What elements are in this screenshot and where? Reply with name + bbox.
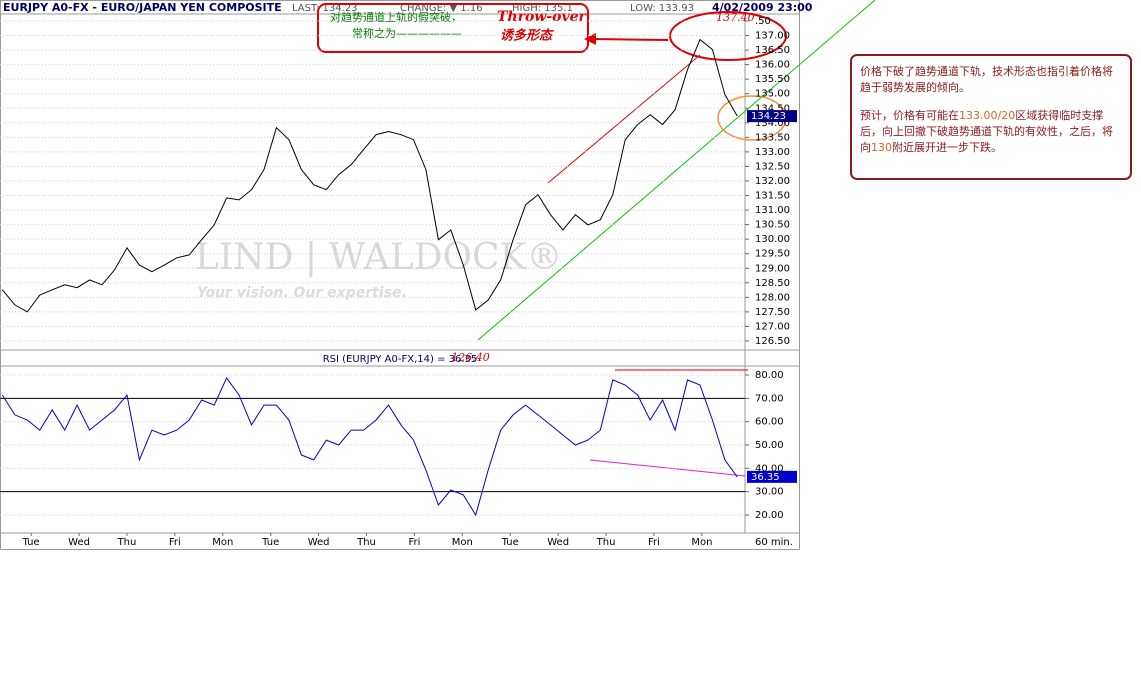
watermark-brand: LIND | WALDOCK® — [195, 237, 562, 278]
high: HIGH: 135.1 — [512, 3, 573, 14]
x-tick-label: Tue — [261, 537, 279, 548]
y-tick-label: 133.50 — [755, 132, 790, 143]
x-tick-label: Thu — [596, 537, 616, 548]
arrow-line — [591, 38, 669, 41]
y-tick-label: 131.50 — [755, 191, 790, 202]
y-tick-label: 50.00 — [755, 440, 784, 451]
last: LAST: 134.23 — [292, 3, 358, 14]
x-tick-label: Tue — [501, 537, 519, 548]
note-level: 133.00/20 — [959, 109, 1016, 122]
series-line — [1, 377, 738, 517]
x-tick-label: Wed — [547, 537, 569, 548]
x-tick-label: Thu — [356, 537, 376, 548]
note-paragraph: 价格下破了趋势通道下轨，技术形态也指引着价格将趋于弱势发展的倾向。 — [860, 65, 1113, 94]
extreme-label: 126.40 — [451, 351, 490, 364]
watermark-slogan: Your vision. Our expertise. — [197, 285, 407, 301]
y-tick-label: 129.00 — [755, 263, 790, 274]
x-tick-label: Fri — [169, 537, 181, 548]
y-tick-label: 136.00 — [755, 60, 790, 71]
y-tick-label: 134.00 — [755, 118, 790, 129]
y-tick-label: 136.50 — [755, 45, 790, 56]
x-tick-label: Wed — [68, 537, 90, 548]
y-tick-label: 135.50 — [755, 74, 790, 85]
x-tick-label: Tue — [22, 537, 40, 548]
y-tick-label: 70.00 — [755, 393, 784, 404]
x-tick-label: Fri — [408, 537, 420, 548]
y-tick-label: 30.00 — [755, 487, 784, 498]
y-tick-label: 128.50 — [755, 278, 790, 289]
y-tick-label: 132.50 — [755, 161, 790, 172]
note-text: 预计，价格有可能在 — [860, 109, 959, 122]
y-tick-label: 40.00 — [755, 463, 784, 474]
y-tick-label: 134.50 — [755, 103, 790, 114]
callout-line1: 对趋势通道上轨的假突破， — [330, 10, 462, 24]
callout-en: Throw-over — [497, 9, 588, 25]
panel-title: RSI (EURJPY A0-FX,14) = 36.35 — [323, 354, 478, 365]
y-tick-label: 133.00 — [755, 147, 790, 158]
current-tag — [747, 110, 797, 123]
x-tick-label: Mon — [691, 537, 712, 548]
y-tick-label: 126.50 — [755, 336, 790, 347]
current-value: 36.35 — [751, 472, 780, 483]
y-tick-label: 129.50 — [755, 249, 790, 260]
y-tick-label: 127.50 — [755, 307, 790, 318]
series-line — [2, 38, 738, 313]
note-paragraph: 预计，价格有可能在133.00/20区域获得临时支撑后，向上回撤下破趋势通道下轨… — [860, 108, 1122, 156]
callout-cn: 诱多形态 — [500, 28, 554, 44]
extreme-label: 137.40 — [716, 11, 755, 24]
callout-line2: 常称之为—————— — [352, 26, 462, 40]
callout-box — [317, 3, 589, 53]
low: LOW: 133.93 — [630, 3, 694, 14]
y-tick-label: 60.00 — [755, 417, 784, 428]
x-tick-label: Mon — [452, 537, 473, 548]
x-tick-label: Thu — [117, 537, 137, 548]
y-tick-label: 128.00 — [755, 292, 790, 303]
x-tick-label: Fri — [648, 537, 660, 548]
y-tick-label: 20.00 — [755, 510, 784, 521]
symbol: EURJPY A0-FX - EURO/JAPAN YEN COMPOSITE — [3, 1, 282, 14]
y-tick-label: 131.00 — [755, 205, 790, 216]
current-tag — [747, 470, 797, 483]
x-tick-label: Wed — [308, 537, 330, 548]
datetime: 4/02/2009 23:00 — [712, 1, 813, 14]
note-level: 130 — [871, 141, 892, 154]
y-tick-label: 127.00 — [755, 321, 790, 332]
y-tick-label: 130.00 — [755, 234, 790, 245]
current-value: 134.23 — [751, 111, 786, 122]
y-tick-label: 132.00 — [755, 176, 790, 187]
x-axis-label: 60 min. — [755, 537, 793, 548]
frame — [0, 0, 800, 550]
note-text: 区域获得临时支撑后，向上回撤下破趋势通道下轨的有效性，之后，将向 — [860, 109, 1113, 154]
y-tick-label: 137.00 — [755, 31, 790, 42]
channel-lower — [477, 0, 876, 341]
y-tick-label: 80.00 — [755, 370, 784, 381]
y-tick-label: .50 — [755, 16, 771, 27]
x-tick-label: Mon — [212, 537, 233, 548]
note-box: 价格下破了趋势通道下轨，技术形态也指引着价格将趋于弱势发展的倾向。 预计，价格有… — [850, 54, 1132, 180]
channel-upper — [547, 54, 701, 184]
note-text: 附近展开进一步下跌。 — [892, 141, 1002, 154]
y-tick-label: 130.50 — [755, 220, 790, 231]
arrow-head — [584, 33, 596, 45]
y-tick-label: 135.00 — [755, 89, 790, 100]
change: CHANGE: ▼ 1.16 — [400, 3, 483, 14]
rsi-trend-lower — [589, 459, 746, 477]
